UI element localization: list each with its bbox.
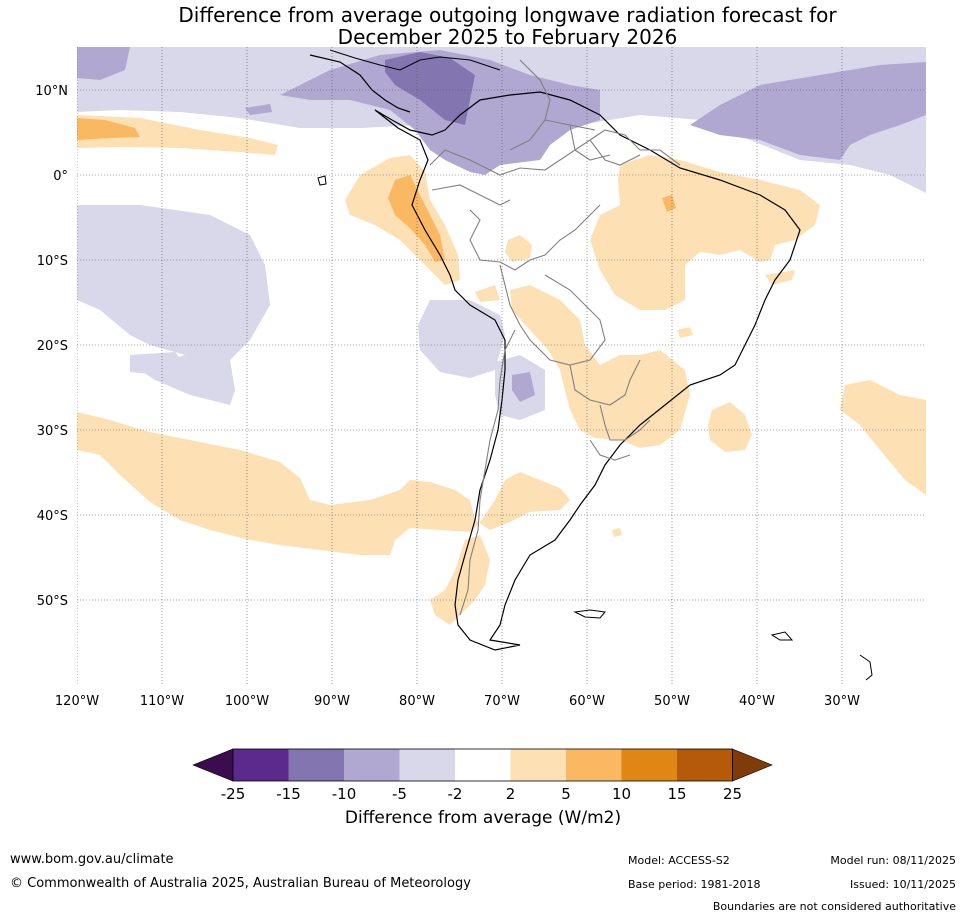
south-america-coastline bbox=[374, 91, 801, 651]
colorbar-tick-label: -15 bbox=[276, 785, 301, 803]
colorbar-swatch bbox=[510, 749, 566, 781]
colorbar-extend-low bbox=[192, 748, 234, 782]
lon-label: 40°W bbox=[739, 694, 775, 709]
colorbar-tick-label: 25 bbox=[723, 785, 742, 803]
latitude-labels: 10°N 0° 10°S 20°S 30°S 40°S 50°S bbox=[35, 84, 68, 609]
colorbar: -25 -15 -10 -5 -2 2 5 10 15 25 bbox=[192, 748, 773, 803]
map-area bbox=[77, 47, 926, 685]
lon-label: 30°W bbox=[824, 694, 860, 709]
anomaly-pos-light bbox=[77, 115, 926, 625]
country-borders bbox=[429, 59, 681, 616]
anomaly-neg-light bbox=[77, 47, 926, 420]
colorbar-tick-label: -25 bbox=[221, 785, 246, 803]
colorbar-swatch bbox=[455, 749, 511, 781]
lat-label: 10°S bbox=[37, 254, 68, 269]
lat-label: 40°S bbox=[37, 509, 68, 524]
colorbar-tick-label: -5 bbox=[392, 785, 407, 803]
issued-text: Issued: 10/11/2025 bbox=[849, 878, 956, 891]
colorbar-title: Difference from average (W/m2) bbox=[344, 808, 622, 828]
lat-label: 50°S bbox=[37, 594, 68, 609]
colorbar-swatch bbox=[399, 749, 455, 781]
copyright-text: © Commonwealth of Australia 2025, Austra… bbox=[10, 876, 471, 891]
longitude-labels: 120°W 110°W 100°W 90°W 80°W 70°W 60°W 50… bbox=[55, 694, 860, 709]
lon-label: 80°W bbox=[399, 694, 435, 709]
lon-label: 70°W bbox=[484, 694, 520, 709]
lon-label: 90°W bbox=[314, 694, 350, 709]
chart-title: Difference from average outgoing longwav… bbox=[0, 4, 965, 48]
colorbar-extend-high bbox=[732, 748, 773, 782]
colorbar-tick-label: 10 bbox=[612, 785, 631, 803]
lat-label: 20°S bbox=[37, 339, 68, 354]
colorbar-tick-label: 5 bbox=[561, 785, 571, 803]
lon-label: 120°W bbox=[55, 694, 99, 709]
lon-label: 100°W bbox=[225, 694, 269, 709]
colorbar-swatch bbox=[288, 749, 344, 781]
colorbar-outline bbox=[232, 748, 733, 782]
lon-label: 50°W bbox=[654, 694, 690, 709]
lat-label: 10°N bbox=[35, 84, 68, 99]
anomaly-neg-dark bbox=[385, 52, 475, 125]
graticule bbox=[77, 47, 926, 685]
lon-label: 110°W bbox=[140, 694, 184, 709]
colorbar-tick-label: -10 bbox=[332, 785, 357, 803]
colorbar-tick-label: 2 bbox=[506, 785, 516, 803]
lat-label: 30°S bbox=[37, 424, 68, 439]
colorbar-tick-label: -2 bbox=[448, 785, 463, 803]
website-link[interactable]: www.bom.gov.au/climate bbox=[10, 852, 174, 867]
colorbar-swatch bbox=[621, 749, 677, 781]
disclaimer-text: Boundaries are not considered authoritat… bbox=[712, 900, 956, 913]
colorbar-swatch bbox=[233, 749, 289, 781]
title-line-2: December 2025 to February 2026 bbox=[337, 25, 678, 49]
lon-label: 60°W bbox=[569, 694, 605, 709]
colorbar-tick-label: 15 bbox=[667, 785, 686, 803]
colorbar-swatch bbox=[677, 749, 733, 781]
lat-label: 0° bbox=[53, 169, 68, 184]
model-text: Model: ACCESS-S2 bbox=[628, 854, 730, 867]
islands bbox=[317, 175, 873, 681]
title-line-1: Difference from average outgoing longwav… bbox=[178, 3, 837, 27]
base-period-text: Base period: 1981-2018 bbox=[628, 878, 761, 891]
model-run-text: Model run: 08/11/2025 bbox=[830, 854, 956, 867]
caribbean-coastline bbox=[329, 49, 501, 71]
colorbar-swatch bbox=[566, 749, 622, 781]
colorbar-swatch bbox=[344, 749, 400, 781]
